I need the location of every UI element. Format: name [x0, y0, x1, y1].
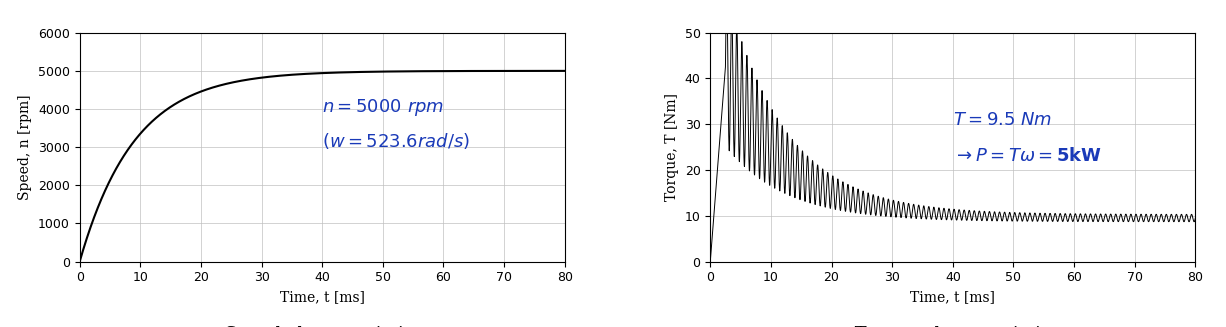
Y-axis label: Torque, T [Nm]: Torque, T [Nm]: [664, 93, 679, 201]
X-axis label: Time, t [ms]: Time, t [ms]: [911, 290, 996, 304]
Text: < Speed characteristic  >: < Speed characteristic >: [204, 326, 440, 327]
Text: $T = 9.5$ $Nm$: $T = 9.5$ $Nm$: [953, 111, 1052, 129]
Text: < Torque characteristic >: < Torque characteristic >: [834, 326, 1072, 327]
X-axis label: Time, t [ms]: Time, t [ms]: [280, 290, 364, 304]
Text: $\rightarrow P = T\omega = \mathbf{5kW}$: $\rightarrow P = T\omega = \mathbf{5kW}$: [953, 147, 1102, 165]
Y-axis label: Speed, n [rpm]: Speed, n [rpm]: [18, 94, 32, 200]
Text: $n = 5000$ $rpm$
$(w = 523.6 rad/s)$: $n = 5000$ $rpm$ $(w = 523.6 rad/s)$: [322, 97, 471, 151]
